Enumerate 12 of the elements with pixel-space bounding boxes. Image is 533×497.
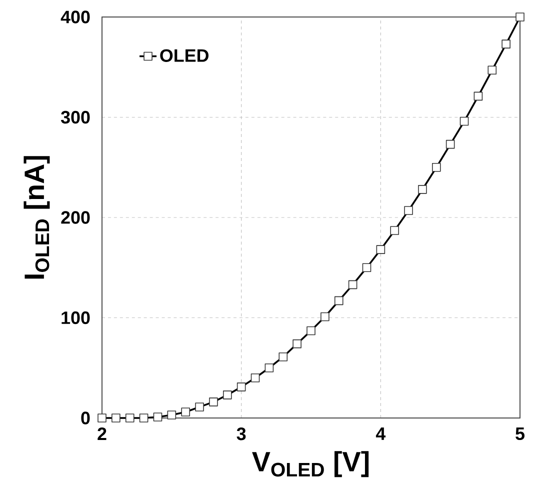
- x-tick-label: 2: [98, 428, 106, 440]
- x-tick-label: 3: [236, 428, 246, 440]
- y-axis-title: I$_{OLED}$ [nA]: [24, 156, 50, 279]
- y-tick-label: 300: [60, 110, 90, 124]
- x-tick-label: 4: [376, 428, 386, 440]
- y-tick-label: 0: [81, 412, 90, 424]
- legend-label: OLED: [160, 49, 208, 62]
- y-tick-label: 400: [60, 10, 90, 24]
- x-tick-label: 5: [516, 428, 524, 440]
- y-tick-label: 100: [62, 311, 90, 324]
- x-axis-title: V$_{OLED}$ [V]: [252, 451, 369, 478]
- y-tick-label: 200: [61, 211, 90, 224]
